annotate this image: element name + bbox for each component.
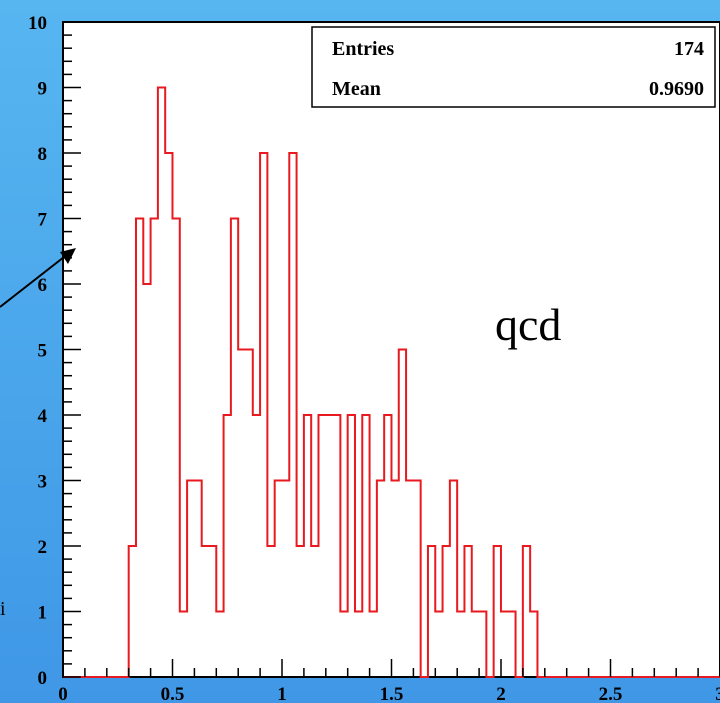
histogram-bin: [165, 153, 172, 677]
histogram-bin: [231, 219, 238, 678]
histogram-bin: [406, 481, 413, 678]
x-tick-label: 0: [58, 684, 68, 703]
histogram-bin: [340, 612, 347, 678]
histogram-bin: [238, 350, 245, 678]
qcd-label: qcd: [495, 299, 561, 350]
histogram-bin: [428, 546, 435, 677]
histogram-bin: [508, 612, 515, 678]
histogram-bin: [384, 415, 391, 677]
histogram-bin: [355, 612, 362, 678]
plot-frame: [62, 21, 720, 678]
histogram-bin: [289, 153, 296, 677]
histogram-bin: [413, 481, 420, 678]
x-tick-label: 3: [715, 684, 720, 703]
y-tick-label: 2: [38, 537, 48, 558]
axes: 0 1 2 3 4 5 6 7 8 9 10 0 0.5 1 1.5 2 2.5 3: [28, 13, 720, 703]
histogram-bin: [187, 481, 194, 678]
histogram-bin: [457, 612, 464, 678]
histogram-bin: [129, 546, 136, 677]
histogram-bin: [494, 546, 501, 677]
histogram-bin: [297, 546, 304, 677]
histogram-bin: [311, 546, 318, 677]
stats-mean-label: Mean: [332, 78, 381, 100]
x-tick-label: 2.5: [599, 684, 623, 703]
histogram-bin: [151, 219, 158, 678]
histogram-bin: [180, 612, 187, 678]
x-tick-label: 0.5: [161, 684, 185, 703]
histogram-bin: [435, 612, 442, 678]
histogram-bin: [194, 481, 201, 678]
histogram-bin: [209, 546, 216, 677]
histogram-bin: [304, 415, 311, 677]
y-tick-label: 1: [38, 603, 48, 624]
stats-mean-value: 0.9690: [649, 78, 704, 100]
histogram-bin: [245, 350, 252, 678]
histogram-bin: [333, 415, 340, 677]
y-tick-label: 8: [38, 144, 48, 165]
histogram-bin: [399, 350, 406, 678]
y-tick-label: 3: [38, 472, 48, 493]
histogram-bin: [370, 612, 377, 678]
x-tick-label: 1.5: [380, 684, 404, 703]
histogram: [63, 86, 720, 678]
x-tick-label: 1: [277, 684, 287, 703]
histogram-bin: [202, 546, 209, 677]
histogram-bin: [172, 219, 179, 678]
stats-entries-label: Entries: [332, 38, 394, 60]
y-tick-label: 9: [38, 79, 48, 100]
y-tick-label: 0: [38, 668, 48, 689]
y-tick-label: 4: [38, 406, 48, 427]
histogram-outline: [63, 86, 720, 678]
histogram-bin: [443, 546, 450, 677]
stats-box-frame: [311, 26, 716, 108]
histogram-bin: [326, 415, 333, 677]
histogram-bin: [253, 415, 260, 677]
histogram-bin: [143, 284, 150, 677]
x-tick-label: 2: [496, 684, 506, 703]
histogram-bin: [158, 88, 165, 678]
y-tick-label: 7: [38, 210, 48, 231]
histogram-bin: [472, 612, 479, 678]
histogram-bin: [391, 481, 398, 678]
histogram-bin: [530, 612, 537, 678]
histogram-bin: [464, 546, 471, 677]
clipped-left-text: i: [0, 598, 6, 620]
histogram-bin: [267, 546, 274, 677]
histogram-bin: [479, 612, 486, 678]
histogram-bin: [348, 415, 355, 677]
histogram-bin: [224, 415, 231, 677]
histogram-bin: [136, 219, 143, 678]
y-tick-label: 10: [28, 13, 47, 34]
histogram-bin: [501, 612, 508, 678]
histogram-bin: [450, 481, 457, 678]
stats-box: Entries 174 Mean 0.9690: [311, 26, 716, 108]
histogram-bin: [377, 481, 384, 678]
stats-entries-value: 174: [674, 38, 704, 60]
histogram-bin: [260, 153, 267, 677]
histogram-bin: [216, 612, 223, 678]
histogram-bin: [523, 546, 530, 677]
histogram-bin: [282, 481, 289, 678]
histogram-bin: [318, 415, 325, 677]
annotation-arrow: [0, 248, 76, 308]
y-tick-label: 6: [38, 275, 48, 296]
y-tick-label: 5: [38, 341, 48, 362]
histogram-bin: [275, 481, 282, 678]
histogram-bin: [362, 415, 369, 677]
